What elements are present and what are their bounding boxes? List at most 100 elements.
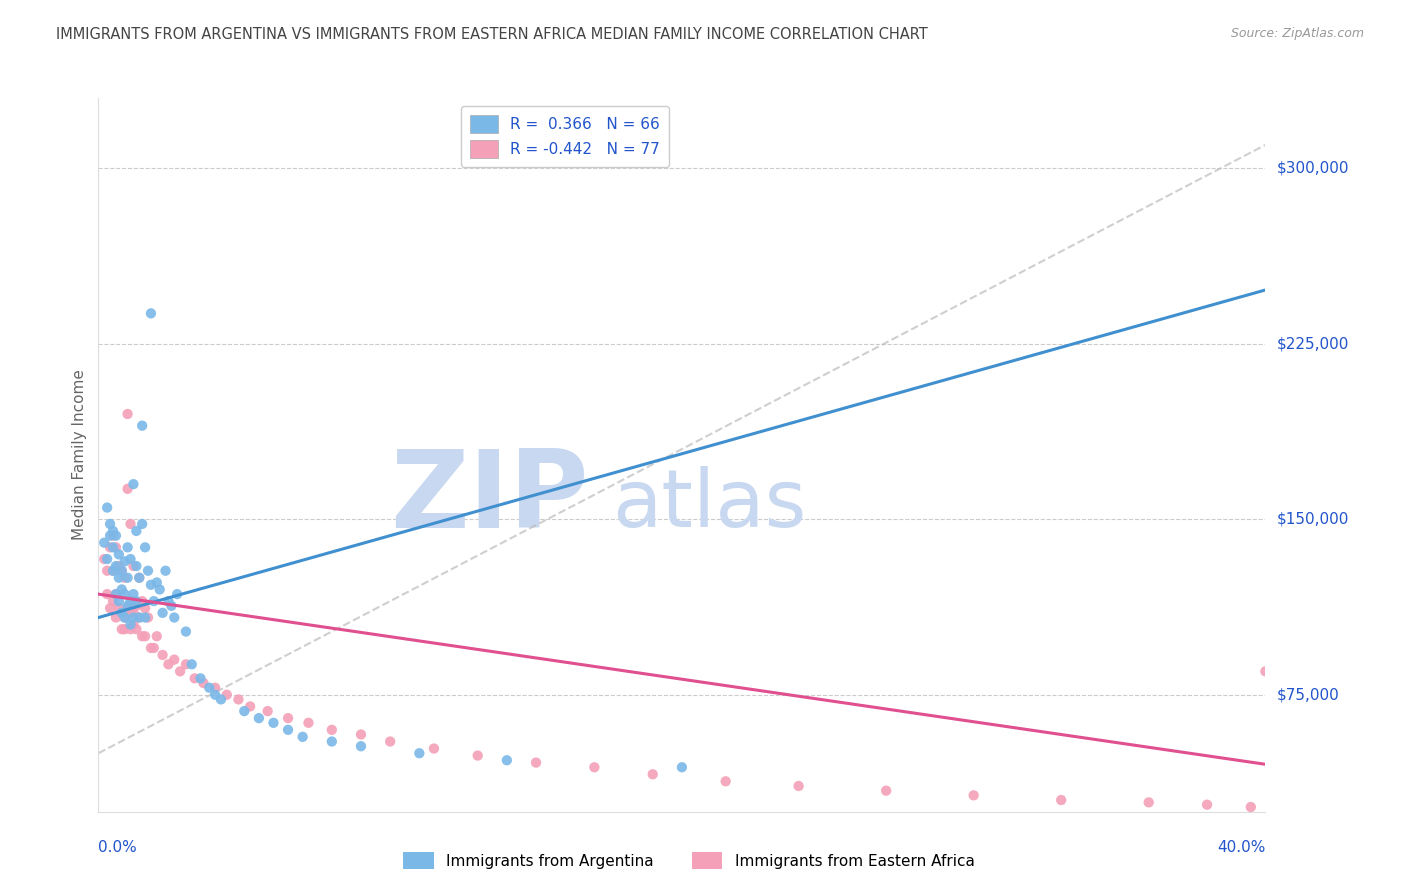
Point — [131, 418, 153, 433]
Point — [108, 547, 131, 561]
Point — [96, 587, 118, 601]
Point — [108, 601, 131, 615]
Point — [583, 760, 606, 774]
Point — [875, 783, 897, 797]
Point — [111, 622, 134, 636]
Point — [111, 564, 134, 578]
Point — [146, 629, 169, 643]
Point — [1268, 802, 1291, 816]
Point — [467, 748, 489, 763]
Point — [117, 599, 139, 613]
Point — [104, 587, 127, 601]
Point — [122, 606, 145, 620]
Text: Source: ZipAtlas.com: Source: ZipAtlas.com — [1230, 27, 1364, 40]
Point — [142, 594, 165, 608]
Point — [122, 617, 145, 632]
Point — [408, 746, 430, 760]
Point — [142, 640, 165, 655]
Point — [378, 734, 402, 748]
Point — [152, 648, 174, 662]
Legend: Immigrants from Argentina, Immigrants from Eastern Africa: Immigrants from Argentina, Immigrants fr… — [398, 846, 980, 875]
Point — [122, 559, 145, 574]
Point — [108, 571, 131, 585]
Point — [131, 594, 153, 608]
Point — [117, 482, 139, 496]
Point — [101, 524, 124, 538]
Point — [114, 610, 136, 624]
Point — [104, 559, 127, 574]
Point — [111, 564, 134, 578]
Point — [1298, 805, 1320, 819]
Point — [114, 554, 136, 568]
Point — [134, 610, 156, 624]
Point — [228, 692, 250, 706]
Point — [291, 730, 314, 744]
Point — [117, 407, 139, 421]
Text: 40.0%: 40.0% — [1218, 840, 1265, 855]
Point — [209, 692, 232, 706]
Point — [139, 578, 162, 592]
Point — [125, 622, 148, 636]
Point — [180, 657, 202, 672]
Point — [125, 599, 148, 613]
Point — [96, 564, 118, 578]
Point — [98, 516, 121, 531]
Point — [108, 594, 131, 608]
Point — [114, 571, 136, 585]
Point — [163, 653, 186, 667]
Point — [204, 688, 226, 702]
Point — [101, 528, 124, 542]
Point — [114, 587, 136, 601]
Point — [98, 601, 121, 615]
Point — [423, 741, 446, 756]
Point — [101, 564, 124, 578]
Text: IMMIGRANTS FROM ARGENTINA VS IMMIGRANTS FROM EASTERN AFRICA MEDIAN FAMILY INCOME: IMMIGRANTS FROM ARGENTINA VS IMMIGRANTS … — [56, 27, 928, 42]
Point — [174, 657, 197, 672]
Point — [277, 711, 299, 725]
Point — [122, 587, 145, 601]
Point — [671, 760, 693, 774]
Point — [350, 739, 373, 754]
Point — [183, 671, 205, 685]
Point — [160, 599, 183, 613]
Point — [215, 688, 238, 702]
Point — [114, 622, 136, 636]
Point — [350, 727, 373, 741]
Point — [136, 610, 159, 624]
Point — [128, 571, 150, 585]
Point — [96, 500, 118, 515]
Text: $75,000: $75,000 — [1277, 687, 1340, 702]
Point — [98, 541, 121, 555]
Point — [125, 524, 148, 538]
Point — [128, 610, 150, 624]
Point — [125, 559, 148, 574]
Text: $150,000: $150,000 — [1277, 512, 1348, 527]
Point — [93, 552, 115, 566]
Point — [134, 601, 156, 615]
Point — [198, 681, 221, 695]
Point — [120, 594, 142, 608]
Point — [1050, 793, 1073, 807]
Point — [120, 617, 142, 632]
Point — [524, 756, 547, 770]
Point — [277, 723, 299, 737]
Text: ZIP: ZIP — [389, 445, 589, 550]
Point — [96, 552, 118, 566]
Legend: R =  0.366   N = 66, R = -0.442   N = 77: R = 0.366 N = 66, R = -0.442 N = 77 — [461, 106, 669, 167]
Point — [120, 606, 142, 620]
Point — [108, 559, 131, 574]
Point — [120, 622, 142, 636]
Y-axis label: Median Family Income: Median Family Income — [72, 369, 87, 541]
Point — [101, 594, 124, 608]
Point — [1240, 800, 1263, 814]
Point — [157, 594, 180, 608]
Point — [111, 606, 134, 620]
Point — [204, 681, 226, 695]
Point — [104, 610, 127, 624]
Point — [174, 624, 197, 639]
Point — [962, 789, 984, 803]
Point — [297, 715, 319, 730]
Point — [136, 564, 159, 578]
Point — [169, 665, 191, 679]
Point — [321, 723, 343, 737]
